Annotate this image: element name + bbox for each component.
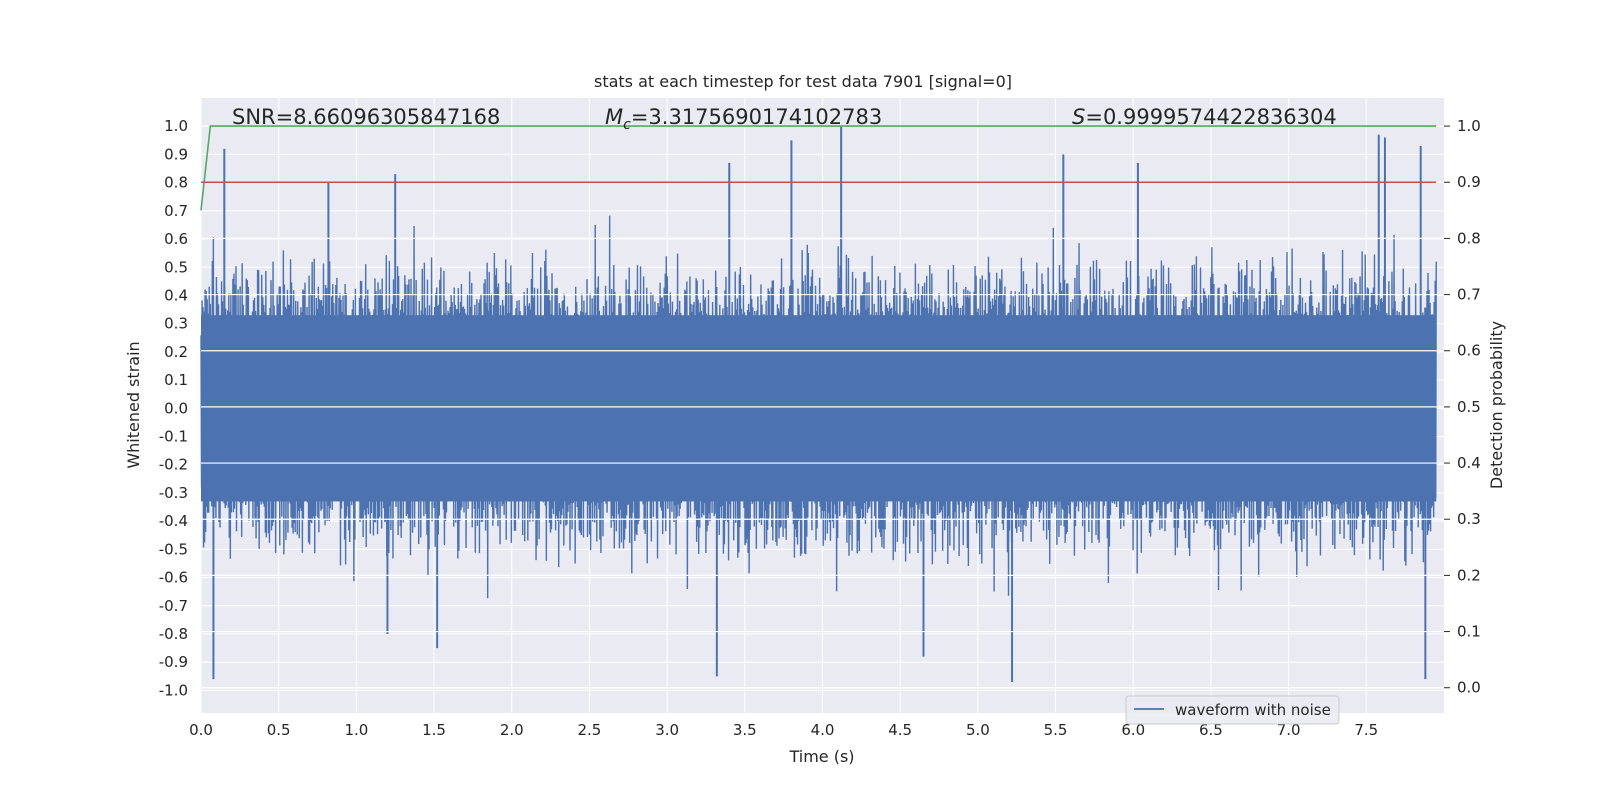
y-tick-label: 0.3 xyxy=(164,315,188,333)
y-tick-label: -0.9 xyxy=(159,653,188,671)
y2-tick-label: 1.0 xyxy=(1457,117,1481,135)
y-tick-label: 0.8 xyxy=(164,174,188,192)
score-symbol: S xyxy=(1072,105,1085,129)
y-tick-label: -0.1 xyxy=(159,428,188,446)
y2-tick-label: 0.2 xyxy=(1457,566,1481,584)
y-tick-label: 0.2 xyxy=(164,343,188,361)
y-axis-label: Whitened strain xyxy=(124,341,143,468)
y-tick-label: -0.8 xyxy=(159,625,188,643)
y-tick-label: 0.9 xyxy=(164,145,188,163)
x-tick-label: 7.0 xyxy=(1277,721,1301,739)
y2-tick-label: 0.9 xyxy=(1457,173,1481,191)
y-tick-label: -0.4 xyxy=(159,512,188,530)
x-axis-label: Time (s) xyxy=(788,747,854,766)
waveform-series xyxy=(200,126,1437,682)
y2-axis-ticks: 0.0 0.1 0.2 0.3 0.4 0.5 0.6 0.7 0.8 0.9 1.0 xyxy=(1444,117,1481,697)
chirp-mass-subscript: c xyxy=(623,117,631,133)
x-tick-label: 4.5 xyxy=(888,721,912,739)
y2-tick-label: 0.3 xyxy=(1457,510,1481,528)
y-tick-label: -0.2 xyxy=(159,456,188,474)
y-tick-label: -0.3 xyxy=(159,484,188,502)
y2-tick-label: 0.6 xyxy=(1457,342,1481,360)
y2-tick-label: 0.8 xyxy=(1457,229,1481,247)
y-axis-ticks: -1.0 -0.9 -0.8 -0.7 -0.6 -0.5 -0.4 -0.3 -0.2 -0.1… xyxy=(159,117,188,699)
y2-axis-label: Detection probability xyxy=(1487,321,1506,489)
legend: waveform with noise xyxy=(1125,695,1340,725)
x-tick-label: 7.5 xyxy=(1354,721,1378,739)
legend-box xyxy=(1125,695,1340,725)
x-axis-ticks: 0.0 0.5 1.0 1.5 2.0 2.5 3.0 3.5 4.0 4.5 5.0 5.5 6.0 6… xyxy=(189,721,1378,739)
x-tick-label: 5.0 xyxy=(966,721,990,739)
y-tick-label: 1.0 xyxy=(164,117,188,135)
y-tick-label: -1.0 xyxy=(159,681,188,699)
y2-tick-label: 0.0 xyxy=(1457,679,1481,697)
snr-annotation: SNR=8.66096305847168 xyxy=(232,105,500,129)
x-tick-label: 2.0 xyxy=(500,721,524,739)
y-tick-label: -0.5 xyxy=(159,540,188,558)
y-tick-label: 0.6 xyxy=(164,230,188,248)
y-tick-label: 0.1 xyxy=(164,371,188,389)
x-tick-label: 2.5 xyxy=(578,721,602,739)
x-tick-label: 0.5 xyxy=(267,721,291,739)
y-tick-label: 0.0 xyxy=(164,399,188,417)
chirp-mass-symbol: M xyxy=(605,105,623,129)
y2-tick-label: 0.1 xyxy=(1457,623,1481,641)
x-tick-label: 3.0 xyxy=(655,721,679,739)
y-tick-label: 0.5 xyxy=(164,258,188,276)
waveform-core xyxy=(201,315,1437,502)
y2-tick-label: 0.5 xyxy=(1457,398,1481,416)
y2-tick-label: 0.4 xyxy=(1457,454,1481,472)
x-tick-label: 6.0 xyxy=(1121,721,1145,739)
x-tick-label: 3.5 xyxy=(733,721,757,739)
x-tick-label: 1.0 xyxy=(344,721,368,739)
y-tick-label: 0.7 xyxy=(164,202,188,220)
x-tick-label: 5.5 xyxy=(1044,721,1068,739)
y-tick-label: 0.4 xyxy=(164,286,188,304)
score-annotation: S=0.9999574422836304 xyxy=(1072,105,1337,129)
legend-label: waveform with noise xyxy=(1175,701,1331,719)
chart-title: stats at each timestep for test data 790… xyxy=(594,72,1012,91)
chirp-mass-value: =3.3175690174102783 xyxy=(631,105,882,129)
y2-tick-label: 0.7 xyxy=(1457,286,1481,304)
x-tick-label: 1.5 xyxy=(422,721,446,739)
x-tick-label: 4.0 xyxy=(811,721,835,739)
x-tick-label: 0.0 xyxy=(189,721,213,739)
y-tick-label: -0.6 xyxy=(159,569,188,587)
y-tick-label: -0.7 xyxy=(159,597,188,615)
chirp-mass-annotation: Mc=3.3175690174102783 xyxy=(605,105,882,133)
x-tick-label: 6.5 xyxy=(1199,721,1223,739)
score-value: =0.9999574422836304 xyxy=(1085,105,1336,129)
